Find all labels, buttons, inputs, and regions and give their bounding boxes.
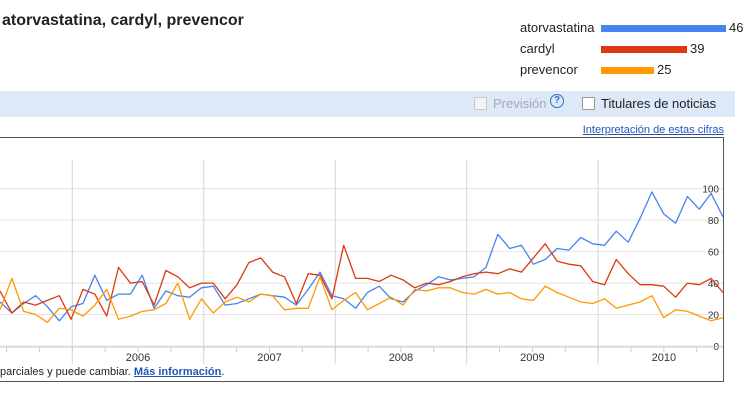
x-tick-label: 2009 [520, 352, 544, 364]
legend-bar [601, 46, 687, 53]
footnote-text: parciales y puede cambiar. [0, 366, 134, 378]
legend-value: 25 [657, 62, 672, 77]
legend-item-prevencor: prevencor 25 [516, 60, 746, 80]
page-title: atorvastatina, cardyl, prevencor [2, 12, 244, 29]
legend-item-atorvastatina: atorvastatina 46 [516, 18, 746, 38]
interpretation-link[interactable]: Interpretación de estas cifras [582, 124, 724, 136]
chart-background [0, 138, 723, 381]
forecast-label: Previsión [493, 96, 547, 111]
footnote: parciales y puede cambiar. Más informaci… [0, 366, 224, 378]
legend-bar [601, 67, 654, 74]
legend-label: prevencor [520, 62, 578, 77]
series-line-prevencor [0, 276, 723, 324]
more-info-link[interactable]: Más información [133, 366, 222, 378]
y-tick-label: 80 [708, 216, 720, 227]
x-tick-label: 2008 [389, 352, 413, 364]
x-tick-label: 2010 [652, 352, 676, 364]
legend-label: atorvastatina [520, 20, 595, 35]
y-tick-label: 40 [708, 279, 720, 290]
x-tick-label: 2006 [126, 352, 150, 364]
legend-bar [601, 25, 726, 32]
y-tick-label: 60 [708, 248, 720, 259]
x-tick-label: 2007 [257, 352, 281, 364]
trend-chart: 02040608010020062007200820092010 [0, 138, 723, 381]
chart-toolbar: Previsión ? Titulares de noticias [0, 91, 735, 117]
series-line-cardyl [0, 243, 723, 320]
legend-label: cardyl [520, 41, 555, 56]
y-tick-label: 20 [708, 311, 720, 322]
y-tick-label: 100 [702, 185, 719, 196]
footnote-tail: . [221, 366, 225, 378]
forecast-checkbox[interactable] [474, 97, 487, 110]
legend-value: 39 [690, 41, 705, 56]
help-icon[interactable]: ? [550, 94, 564, 108]
legend-item-cardyl: cardyl 39 [516, 39, 746, 59]
legend-value: 46 [729, 20, 744, 35]
news-headlines-label: Titulares de noticias [601, 96, 717, 111]
chart-area: 02040608010020062007200820092010 [0, 137, 724, 382]
news-headlines-checkbox[interactable] [582, 97, 595, 110]
